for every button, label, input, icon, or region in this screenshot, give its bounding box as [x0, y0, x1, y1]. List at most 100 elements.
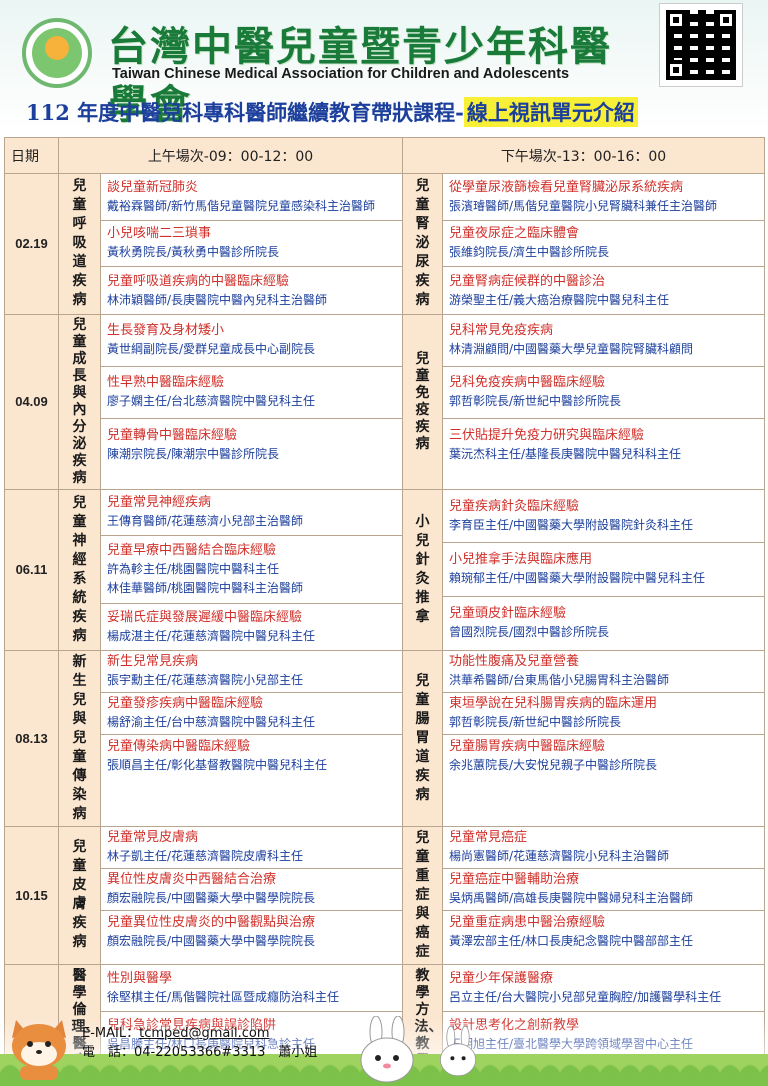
topic-label: 兒童腎泌尿疾病 [415, 178, 430, 309]
course-schedule-table: 日期 上午場次-09：00-12：00 下午場次-13：00-16：00 02.… [4, 137, 765, 1086]
table-row: 02.19 兒童呼吸道疾病 談兒童新冠肺炎 戴裕霖醫師/新竹馬偕兒童醫院兒童感染科主治… [4, 173, 765, 315]
lecture-speaker: 李育臣主任/中國醫藥大學附設醫院針灸科主任 [449, 518, 694, 533]
lecture-speaker: 張維鈞院長/濟生中醫診所院長 [449, 245, 610, 260]
topic-label: 兒童腸胃道疾病 [415, 672, 430, 803]
lecture-speaker: 游榮聖主任/義大癌治療醫院中醫兒科主任 [449, 292, 670, 307]
lecture-speaker: 呂立主任/台大醫院小兒部兒童胸腔/加護醫學科主任 [449, 990, 722, 1005]
lecture-speaker: 曾國烈院長/國烈中醫診所院長 [449, 625, 610, 640]
phone-line: 電 話：04-22053366#3313 蕭小姐 [82, 1043, 382, 1062]
org-name-zh: 台灣中醫兒童暨青少年科醫學會 [108, 23, 612, 128]
lecture-speaker: 張宇勳主任/花蓮慈濟醫院小兒部主任 [107, 673, 304, 688]
lecture-title: 兒童疾病針灸臨床經驗 [449, 499, 580, 515]
lecture-title: 兒童傳染病中醫臨床經驗 [107, 738, 251, 754]
course-title-highlight: 線上視訊單元介紹 [463, 97, 638, 127]
topic-label: 新生兒與兒童傳染病 [72, 653, 87, 822]
lecture-speaker: 吳炳禹醫師/高雄長庚醫院中醫婦兒科主治醫師 [449, 891, 694, 906]
lecture-item: 兒童腎病症候群的中醫診治 游榮聖主任/義大癌治療醫院中醫兒科主任 [443, 267, 764, 314]
lecture-item: 兒童重症病患中醫治療經驗 黃澤宏部主任/林口長庚紀念醫院中醫部部主任 [443, 911, 764, 953]
lecture-title: 談兒童新冠肺炎 [107, 179, 199, 195]
lecture-title: 兒童異位性皮膚炎的中醫觀點與治療 [107, 914, 316, 930]
lecture-title: 兒童常見皮膚病 [107, 830, 199, 846]
lecture-item: 兒童腸胃疾病中醫臨床經驗 余兆蕙院長/大安悅兒親子中醫診所院長 [443, 735, 764, 777]
topic-label: 兒童免疫疾病 [415, 350, 430, 452]
lecture-title: 三伏貼提升免疫力研究與臨床經驗 [449, 427, 645, 443]
lecture-speaker: 林清淵顧問/中國醫藥大學兒童醫院腎臟科顧問 [449, 342, 694, 357]
lecture-item: 兒童轉骨中醫臨床經驗 陳潮宗院長/陳潮宗中醫診所院長 [101, 419, 402, 471]
bunny-mascot-icon [360, 1016, 414, 1083]
lecture-item: 兒科常見免疫疾病 林清淵顧問/中國醫藥大學兒童醫院腎臟科顧問 [443, 315, 764, 367]
table-row: 10.15 兒童皮膚疾病 兒童常見皮膚病 林子凱主任/花蓮慈濟醫院皮膚科主任 異位性皮膚… [4, 825, 765, 965]
lecture-title: 從學童尿液篩檢看兒童腎臟泌尿系統疾病 [449, 179, 684, 195]
lecture-speaker: 賴琬郁主任/中國醫藥大學附設醫院中醫兒科主任 [449, 571, 706, 586]
lecture-item: 兒童夜尿症之臨床體會張維鈞院長/濟生中醫診所院長 [443, 221, 764, 268]
morning-lectures: 新生兒常見疾病張宇勳主任/花蓮慈濟醫院小兒部主任兒童發疹疾病中醫臨床經驗 楊舒渝主… [100, 649, 403, 827]
afternoon-topic: 小兒針灸推拿 [402, 488, 443, 651]
lecture-item: 兒童發疹疾病中醫臨床經驗 楊舒渝主任/台中慈濟醫院中醫兒科主任 [101, 693, 402, 735]
lecture-title: 生長發育及身材矮小 [107, 323, 225, 339]
session-date: 08.13 [4, 649, 59, 827]
lecture-speaker: 張濱璿醫師/馬偕兒童醫院小兒腎臟科兼任主治醫師 [449, 198, 718, 213]
afternoon-topic: 兒童腎泌尿疾病 [402, 173, 443, 315]
morning-column-header: 上午場次-09：00-12：00 [58, 137, 403, 174]
lecture-item: 兒童頭皮針臨床經驗 曾國烈院長/國烈中醫診所院長 [443, 597, 764, 650]
lecture-title: 性別與醫學 [107, 971, 173, 987]
morning-topic: 兒童呼吸道疾病 [58, 173, 101, 315]
lecture-item: 兒童常見癌症 楊尚憲醫師/花蓮慈濟醫院小兒科主治醫師 [443, 827, 764, 869]
lecture-item: 兒童少年保護醫療呂立主任/台大醫院小兒部兒童胸腔/加護醫學科主任 [443, 965, 764, 1013]
contact-name: 蕭小姐 [278, 1045, 318, 1060]
lecture-item: 兒童傳染病中醫臨床經驗 張順昌主任/彰化基督教醫院中醫兒科主任 [101, 735, 402, 777]
phone-label: 電 話： [82, 1045, 135, 1060]
lecture-title: 兒童癌症中醫輔助治療 [449, 872, 580, 888]
topic-label: 兒童神經系統疾病 [72, 494, 87, 644]
session-date: 04.09 [4, 313, 59, 490]
lecture-title: 兒童常見癌症 [449, 830, 528, 846]
lecture-speaker: 王傳育醫師/花蓮慈濟小兒部主治醫師 [107, 514, 304, 529]
qr-code-icon[interactable] [659, 3, 743, 87]
lecture-title: 兒童腸胃疾病中醫臨床經驗 [449, 738, 606, 754]
lecture-speaker: 林子凱主任/花蓮慈濟醫院皮膚科主任 [107, 849, 304, 864]
table-header-row: 日期 上午場次-09：00-12：00 下午場次-13：00-16：00 [4, 137, 765, 174]
lecture-item: 兒童疾病針灸臨床經驗李育臣主任/中國醫藥大學附設醫院針灸科主任 [443, 490, 764, 544]
email-link[interactable]: tcmped@gmail.com [139, 1026, 270, 1041]
lecture-title: 新生兒常見疾病 [107, 654, 199, 670]
afternoon-topic: 兒童免疫疾病 [402, 313, 443, 490]
email-label: E-MAIL： [82, 1026, 140, 1041]
lecture-item: 東垣學說在兒科腸胃疾病的臨床運用 郭哲彰院長/新世紀中醫診所院長 [443, 693, 764, 735]
lecture-title: 兒童早療中西醫結合臨床經驗 [107, 542, 277, 558]
afternoon-topic: 兒童重症與癌症 [402, 825, 443, 965]
email-line: E-MAIL：tcmped@gmail.com [82, 1024, 382, 1043]
lecture-title: 東垣學說在兒科腸胃疾病的臨床運用 [449, 696, 658, 712]
lecture-title: 兒科免疫疾病中醫臨床經驗 [449, 375, 606, 391]
lecture-item: 兒童早療中西醫結合臨床經驗 許為軫主任/桃園醫院中醫科主任 林佳華醫師/桃園醫院中醫… [101, 536, 402, 605]
session-date: 10.15 [4, 825, 59, 965]
lecture-speaker: 徐堅棋主任/馬偕醫院社區暨成癮防治科主任 [107, 990, 340, 1005]
morning-lectures: 生長發育及身材矮小 黃世綱副院長/愛群兒童成長中心副院長 性早熟中醫臨床經驗 廖子嫻主… [100, 313, 403, 490]
lecture-item: 兒童常見神經疾病王傳育醫師/花蓮慈濟小兒部主治醫師 [101, 490, 402, 536]
lecture-speaker: 洪華希醫師/台東馬偕小兒腸胃科主治醫師 [449, 673, 670, 688]
lecture-title: 兒童少年保護醫療 [449, 971, 554, 987]
afternoon-lectures: 從學童尿液篩檢看兒童腎臟泌尿系統疾病張濱璿醫師/馬偕兒童醫院小兒腎臟科兼任主治醫… [442, 173, 765, 315]
morning-topic: 兒童成長與內分泌疾病 [58, 313, 101, 490]
lecture-title: 兒童重症病患中醫治療經驗 [449, 914, 606, 930]
lecture-item: 兒童呼吸道疾病的中醫臨床經驗 林沛穎醫師/長庚醫院中醫內兒科主治醫師 [101, 267, 402, 314]
topic-label: 兒童成長與內分泌疾病 [72, 316, 87, 486]
lecture-item: 三伏貼提升免疫力研究與臨床經驗葉沅杰科主任/基隆長庚醫院中醫兒科科主任 [443, 419, 764, 471]
afternoon-column-header: 下午場次-13：00-16：00 [402, 137, 765, 174]
lecture-item: 小兒推拿手法與臨床應用 賴琬郁主任/中國醫藥大學附設醫院中醫兒科主任 [443, 543, 764, 597]
lecture-item: 兒科免疫疾病中醫臨床經驗 郭哲彰院長/新世紀中醫診所院長 [443, 367, 764, 419]
lecture-title: 兒童夜尿症之臨床體會 [449, 226, 580, 242]
logo-emblem-icon [32, 28, 82, 78]
lecture-item: 兒童常見皮膚病林子凱主任/花蓮慈濟醫院皮膚科主任 [101, 827, 402, 869]
lecture-title: 兒童發疹疾病中醫臨床經驗 [107, 696, 264, 712]
lecture-title: 功能性腹痛及兒童營養 [449, 654, 580, 670]
lecture-item: 功能性腹痛及兒童營養洪華希醫師/台東馬偕小兒腸胃科主治醫師 [443, 651, 764, 693]
lecture-title: 小兒咳喘二三瑣事 [107, 226, 212, 242]
lecture-speaker: 葉沅杰科主任/基隆長庚醫院中醫兒科科主任 [449, 446, 682, 461]
lecture-title: 兒童呼吸道疾病的中醫臨床經驗 [107, 273, 290, 289]
lecture-item: 從學童尿液篩檢看兒童腎臟泌尿系統疾病張濱璿醫師/馬偕兒童醫院小兒腎臟科兼任主治醫… [443, 174, 764, 221]
org-name-en: Taiwan Chinese Medical Association for C… [112, 66, 570, 82]
lecture-speaker: 許為軫主任/桃園醫院中醫科主任 [107, 561, 280, 576]
lecture-title: 兒童常見神經疾病 [107, 495, 212, 511]
morning-topic: 兒童皮膚疾病 [58, 825, 101, 965]
course-title: 112 年度中醫兒科專科醫師繼續教育帶狀課程- 線上視訊單元介紹 [26, 95, 756, 129]
